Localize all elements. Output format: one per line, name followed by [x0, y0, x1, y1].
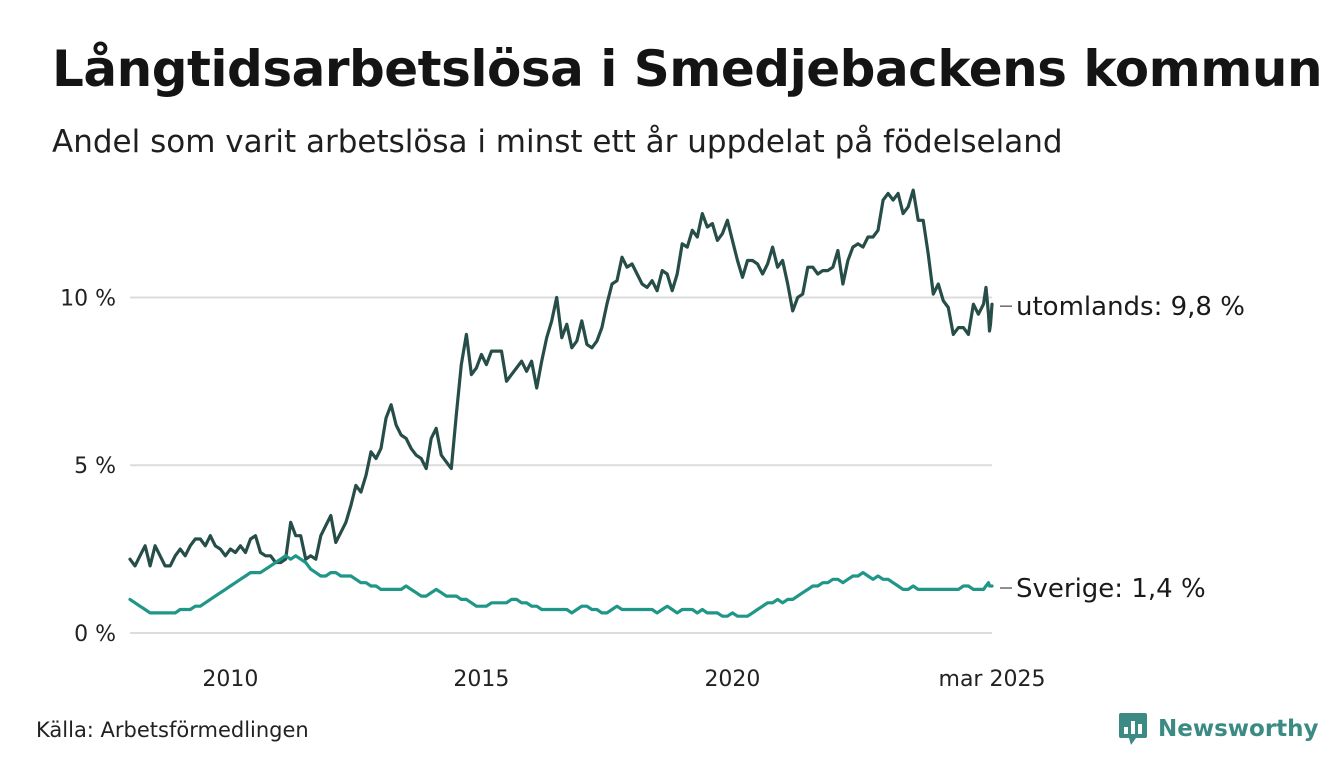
brand-logo[interactable]: Newsworthy: [1118, 712, 1319, 746]
y-tick-label: 5 %: [74, 454, 116, 479]
y-axis-ticks: 0 % 5 % 10 %: [60, 286, 116, 647]
x-tick-label: 2020: [704, 667, 760, 692]
y-tick-label: 10 %: [60, 286, 116, 311]
series-lines: [128, 188, 994, 618]
end-label-utomlands: utomlands: 9,8 %: [1016, 292, 1245, 322]
x-axis-ticks: 2010 2015 2020 mar 2025: [202, 667, 1045, 692]
series-line-sverige: [128, 554, 994, 618]
brand-name: Newsworthy: [1158, 716, 1319, 742]
series-end-labels: utomlands: 9,8 % Sverige: 1,4 %: [1000, 292, 1245, 604]
x-tick-label: 2010: [202, 667, 258, 692]
bar-chart-speech-bubble-icon: [1119, 713, 1147, 745]
y-tick-label: 0 %: [74, 622, 116, 647]
series-line-utomlands: [128, 188, 994, 568]
x-tick-label: 2015: [453, 667, 509, 692]
grid-lines: [130, 296, 992, 634]
x-tick-label: mar 2025: [939, 667, 1046, 692]
source-note: Källa: Arbetsförmedlingen: [36, 718, 309, 742]
chart-title: Långtidsarbetslösa i Smedjebackens kommu…: [52, 40, 1323, 98]
end-label-sverige: Sverige: 1,4 %: [1016, 574, 1206, 604]
chart-subtitle: Andel som varit arbetslösa i minst ett å…: [52, 124, 1063, 160]
line-chart: 0 % 5 % 10 % 2010 2015 2020 mar 2025 utomland…: [60, 188, 1245, 692]
